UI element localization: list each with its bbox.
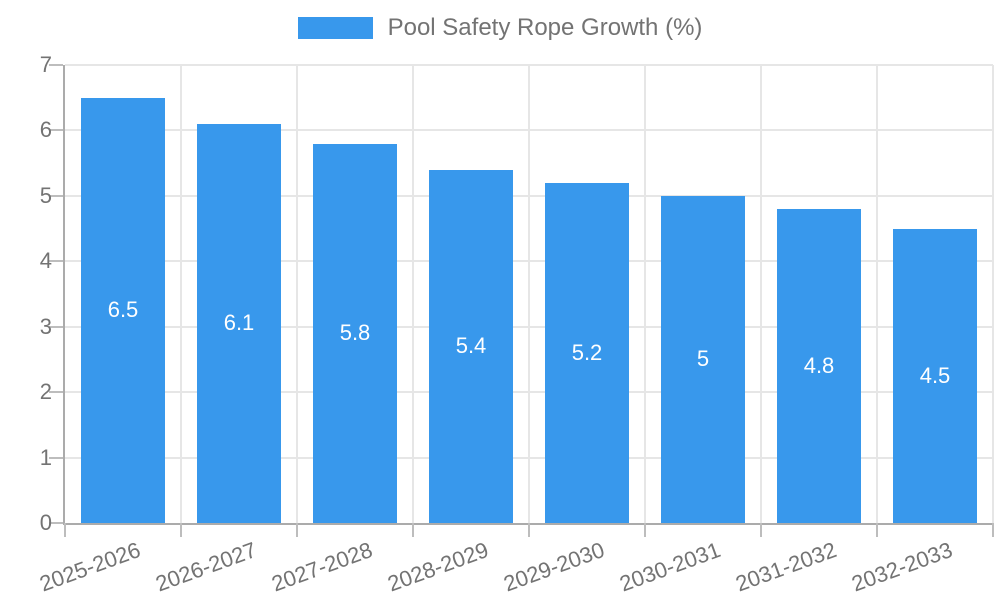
bar[interactable]: 5 xyxy=(661,195,745,523)
y-axis-line xyxy=(63,65,65,523)
x-tick-label: 2032-2033 xyxy=(848,537,956,597)
x-tick-label: 2031-2032 xyxy=(732,537,840,597)
y-tick-label: 6 xyxy=(39,117,52,143)
x-tick-label: 2028-2029 xyxy=(384,537,492,597)
bar[interactable]: 4.8 xyxy=(777,208,861,523)
y-tick-mark xyxy=(49,194,63,197)
bar-value-label: 5.8 xyxy=(339,320,371,346)
bar[interactable]: 6.5 xyxy=(81,97,165,523)
gridline-vertical xyxy=(180,65,182,523)
legend-swatch-icon xyxy=(297,17,373,39)
y-tick-label: 0 xyxy=(39,510,52,535)
gridline-vertical xyxy=(296,65,298,523)
gridline-vertical xyxy=(528,65,530,523)
y-tick-label: 5 xyxy=(39,182,52,208)
x-tick-mark xyxy=(760,523,762,537)
y-tick-label: 2 xyxy=(39,379,52,405)
y-tick-mark xyxy=(49,129,63,132)
x-tick-mark xyxy=(992,523,994,537)
gridline-vertical xyxy=(644,65,646,523)
bar[interactable]: 5.8 xyxy=(313,143,397,523)
x-tick-mark xyxy=(296,523,298,537)
bar-value-label: 4.8 xyxy=(803,352,835,378)
x-tick-mark xyxy=(876,523,878,537)
gridline-vertical xyxy=(760,65,762,523)
bar-value-label: 5.2 xyxy=(571,339,603,365)
y-tick-label: 7 xyxy=(39,52,52,77)
y-tick-mark xyxy=(49,325,63,328)
gridline-vertical xyxy=(992,65,994,523)
y-tick-mark xyxy=(49,522,63,524)
x-tick-label: 2026-2027 xyxy=(152,537,260,597)
y-tick-label: 1 xyxy=(39,444,52,470)
y-tick-mark xyxy=(49,64,63,66)
legend-label: Pool Safety Rope Growth (%) xyxy=(387,14,703,41)
bar[interactable]: 5.2 xyxy=(545,182,629,523)
x-tick-mark xyxy=(528,523,530,537)
legend-item[interactable]: Pool Safety Rope Growth (%) xyxy=(297,14,703,42)
bar-value-label: 5 xyxy=(696,346,710,372)
x-tick-label: 2025-2026 xyxy=(36,537,144,597)
x-tick-mark xyxy=(180,523,182,537)
x-tick-label: 2029-2030 xyxy=(500,537,608,597)
y-tick-mark xyxy=(49,456,63,459)
y-tick-label: 4 xyxy=(39,248,52,274)
bar-value-label: 6.5 xyxy=(107,297,139,323)
y-tick-label: 3 xyxy=(39,313,52,339)
x-tick-mark xyxy=(412,523,414,537)
y-tick-mark xyxy=(49,391,63,394)
x-tick-mark xyxy=(64,523,66,537)
x-tick-label: 2030-2031 xyxy=(616,537,724,597)
legend: Pool Safety Rope Growth (%) xyxy=(0,14,1000,42)
x-tick-label: 2027-2028 xyxy=(268,537,376,597)
bar[interactable]: 6.1 xyxy=(197,123,281,523)
x-tick-mark xyxy=(644,523,646,537)
bar-value-label: 4.5 xyxy=(919,362,951,388)
bar[interactable]: 5.4 xyxy=(429,169,513,523)
gridline-vertical xyxy=(412,65,414,523)
gridline-vertical xyxy=(876,65,878,523)
plot-area: 6.5 6.1 5.8 5.4 5.2 5 4.8 4.5 xyxy=(65,64,994,523)
y-tick-mark xyxy=(49,260,63,263)
bar-value-label: 6.1 xyxy=(223,310,255,336)
bar-value-label: 5.4 xyxy=(455,333,487,359)
bar[interactable]: 4.5 xyxy=(893,228,977,523)
